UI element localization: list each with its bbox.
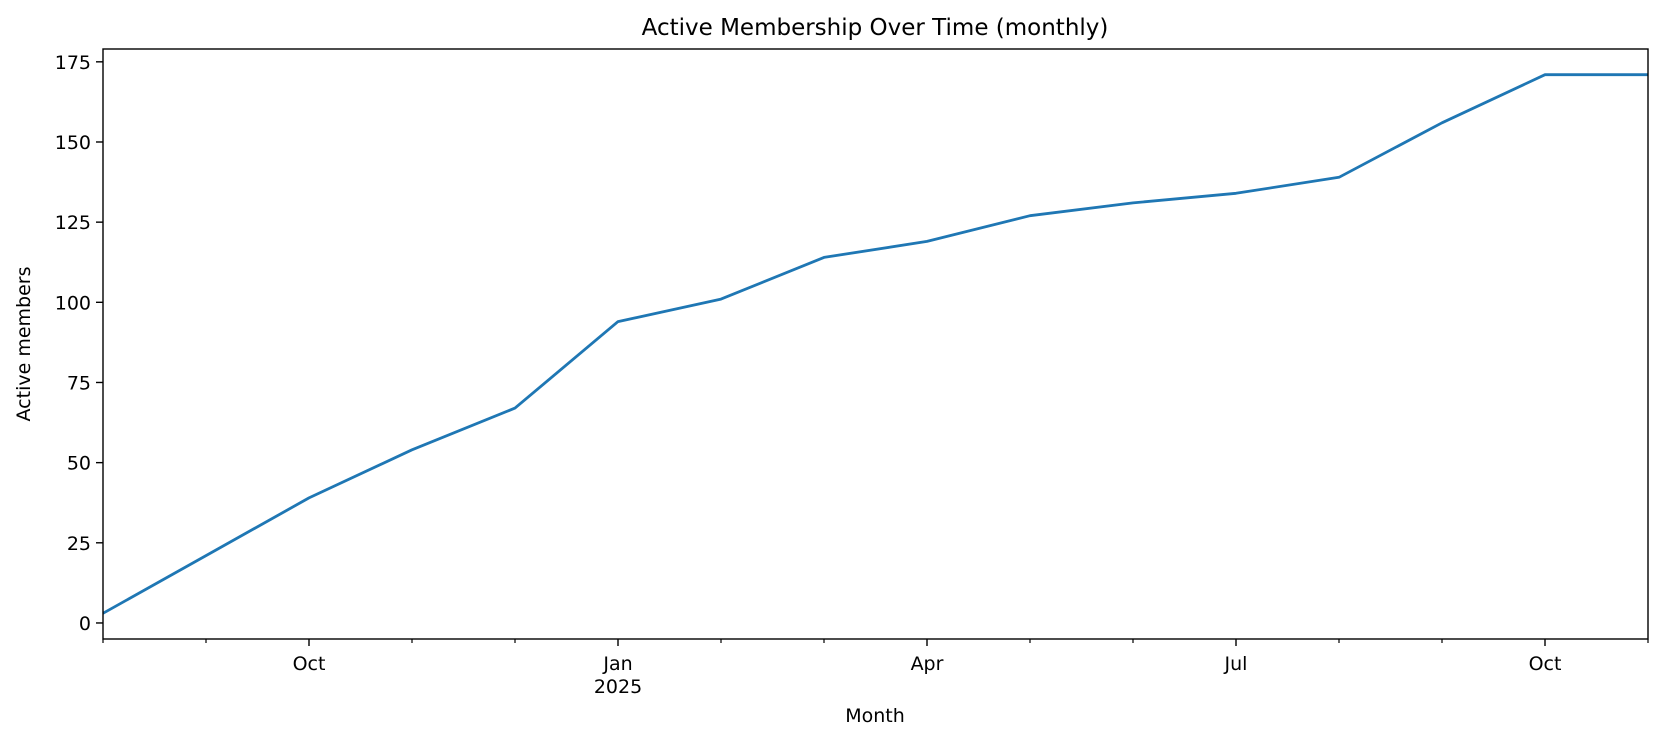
x-tick-sublabel: 2025 <box>594 676 642 698</box>
x-axis-label: Month <box>845 705 905 727</box>
y-axis-ticks: 0 25 50 75 100 125 150 175 <box>55 52 103 635</box>
chart-title: Active Membership Over Time (monthly) <box>642 15 1109 41</box>
y-tick-label: 150 <box>55 132 91 154</box>
plot-area <box>103 49 1648 639</box>
y-tick-label: 100 <box>55 292 91 314</box>
y-tick-label: 50 <box>67 453 91 475</box>
x-tick-label: Oct <box>1529 653 1562 675</box>
y-tick-label: 0 <box>79 613 91 635</box>
x-tick-label: Oct <box>293 653 326 675</box>
x-tick-label: Jan <box>602 653 632 675</box>
y-tick-label: 125 <box>55 212 91 234</box>
x-tick-label: Jul <box>1224 653 1248 675</box>
y-tick-label: 25 <box>67 533 91 555</box>
x-tick-label: Apr <box>911 653 944 675</box>
plot-frame <box>102 48 1649 640</box>
series-line-active-members <box>102 73 1648 615</box>
y-tick-label: 175 <box>55 52 91 74</box>
y-tick-label: 75 <box>67 372 91 394</box>
y-axis-label: Active members <box>13 267 35 422</box>
